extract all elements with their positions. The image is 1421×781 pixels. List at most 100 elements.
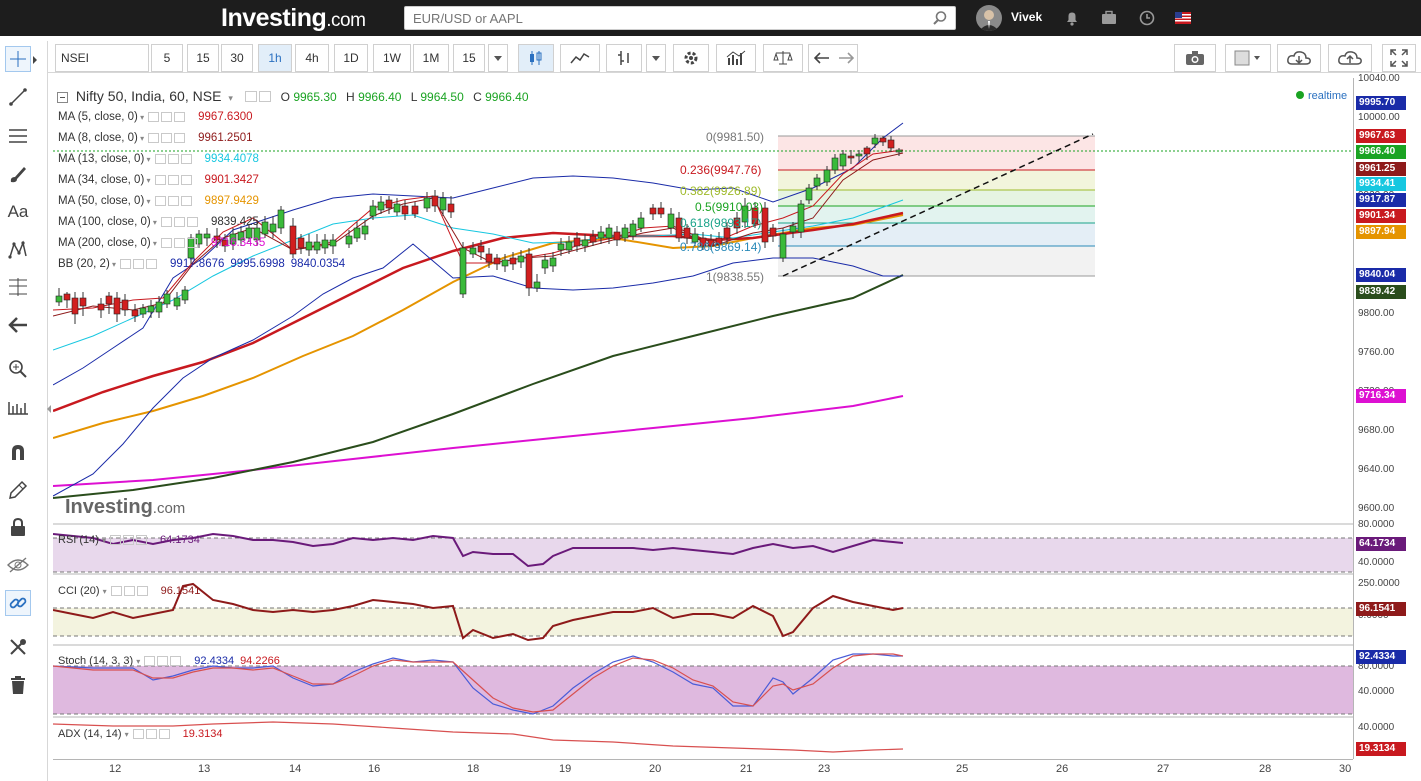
study-name: MA (34, close, 0) — [58, 174, 145, 186]
interval-button-30[interactable]: 30 — [221, 44, 253, 72]
price-chart[interactable] — [53, 78, 1353, 759]
clock-icon[interactable] — [1138, 9, 1156, 27]
study-dropdown-icon[interactable]: ▾ — [137, 113, 145, 122]
fib-level-label: 0.5(9910.03) — [695, 200, 764, 214]
study-buttons[interactable] — [160, 216, 205, 227]
collapse-legend-icon[interactable] — [57, 91, 68, 103]
redo-button[interactable] — [834, 44, 858, 72]
study-buttons[interactable] — [160, 237, 205, 248]
indicators-button[interactable] — [716, 44, 756, 72]
study-legend-bb[interactable]: BB (20, 2) ▾ 9917.8676 9995.6998 9840.0354 — [58, 258, 346, 270]
price-axis[interactable]: 10040.0010000.009960.009920.009880.00984… — [1353, 73, 1408, 759]
candle — [761, 202, 769, 248]
settings-button[interactable] — [673, 44, 709, 72]
candle — [313, 234, 321, 254]
interval-button-1h[interactable]: 1h — [258, 44, 292, 72]
study-buttons[interactable] — [154, 174, 199, 185]
trash-icon — [11, 676, 25, 694]
chart-type-dropdown[interactable] — [646, 44, 666, 72]
legend-buttons[interactable] — [244, 89, 271, 105]
sync-drawings-tool[interactable] — [5, 590, 31, 616]
avatar[interactable] — [976, 5, 1002, 31]
zoom-tool[interactable] — [5, 356, 31, 382]
candle — [847, 150, 855, 164]
study-dropdown-icon[interactable]: ▾ — [144, 176, 151, 185]
remove-drawings-tool[interactable] — [5, 672, 31, 698]
study-dropdown-icon[interactable]: ▾ — [150, 239, 157, 248]
study-dropdown-icon[interactable]: ▾ — [144, 197, 151, 206]
search-box[interactable] — [404, 6, 956, 30]
crosshair-tool[interactable] — [5, 46, 31, 72]
study-legend-ma[interactable]: MA (200, close, 0) ▾ 9716.3435 — [58, 237, 265, 249]
collapse-arrow[interactable] — [47, 405, 51, 413]
tool-expand-arrow[interactable] — [33, 56, 37, 64]
fullscreen-button[interactable] — [1382, 44, 1416, 72]
trendline-tool[interactable] — [5, 84, 31, 110]
fib-tool[interactable] — [5, 274, 31, 300]
instrument-dropdown-icon[interactable]: ▾ — [228, 93, 233, 103]
interval-button-1w[interactable]: 1W — [373, 44, 411, 72]
undo-button[interactable] — [808, 44, 834, 72]
stay-in-draw-tool[interactable] — [5, 477, 31, 503]
cloud-save-button[interactable] — [1328, 44, 1372, 72]
study-dropdown-icon[interactable]: ▾ — [144, 155, 151, 164]
interval-button-1d[interactable]: 1D — [334, 44, 368, 72]
bar-chart-button[interactable] — [606, 44, 642, 72]
study-buttons[interactable] — [148, 132, 192, 143]
study-legend-ma[interactable]: MA (50, close, 0) ▾ 9897.9429 — [58, 195, 259, 207]
stoch-name: Stoch (14, 3, 3) — [58, 655, 134, 667]
search-icon[interactable] — [932, 10, 948, 26]
study-name: MA (5, close, 0) — [58, 111, 138, 123]
hide-drawings-tool[interactable] — [5, 552, 31, 578]
study-buttons[interactable] — [154, 153, 199, 164]
candle — [377, 196, 385, 214]
cloud-load-button[interactable] — [1277, 44, 1321, 72]
screenshot-button[interactable] — [1174, 44, 1216, 72]
line-chart-button[interactable] — [560, 44, 600, 72]
username[interactable]: Vivek — [1011, 10, 1043, 24]
interval-button-15[interactable]: 15 — [187, 44, 219, 72]
search-input[interactable] — [405, 7, 915, 29]
horizontal-lines-tool[interactable] — [5, 123, 31, 149]
study-legend-ma[interactable]: MA (13, close, 0) ▾ 9934.4078 — [58, 153, 259, 165]
interval-button-5[interactable]: 5 — [151, 44, 183, 72]
interval-button-4h[interactable]: 4h — [295, 44, 329, 72]
time-tick: 19 — [559, 763, 572, 775]
measure-tool[interactable] — [5, 394, 31, 420]
study-legend-ma[interactable]: MA (100, close, 0) ▾ 9839.425 — [58, 216, 259, 228]
us-flag-icon[interactable] — [1175, 12, 1191, 24]
study-dropdown-icon[interactable]: ▾ — [150, 218, 157, 227]
compare-button[interactable] — [763, 44, 803, 72]
high-value: 9966.40 — [358, 90, 402, 104]
pattern-tool[interactable] — [5, 237, 31, 263]
portfolio-icon[interactable] — [1100, 9, 1118, 27]
layout-button[interactable] — [1225, 44, 1271, 72]
lock-tool[interactable] — [5, 514, 31, 540]
study-buttons[interactable] — [154, 195, 199, 206]
study-dropdown-icon[interactable]: ▾ — [137, 134, 145, 143]
interval-button-15[interactable]: 15 — [453, 44, 485, 72]
text-tool[interactable]: Aa — [5, 199, 31, 225]
study-name: BB (20, 2) — [58, 258, 110, 270]
interval-button-1m[interactable]: 1M — [413, 44, 449, 72]
candle — [203, 228, 211, 246]
candle-body — [501, 259, 509, 267]
candle-body — [261, 221, 269, 235]
candles-button[interactable] — [518, 44, 554, 72]
back-arrow-tool[interactable] — [5, 312, 31, 338]
drawing-tools-toggle[interactable] — [5, 634, 31, 660]
interval-dropdown[interactable] — [488, 44, 508, 72]
study-legend-ma[interactable]: MA (34, close, 0) ▾ 9901.3427 — [58, 174, 259, 186]
symbol-input[interactable]: NSEI — [55, 44, 149, 72]
brush-tool[interactable] — [5, 161, 31, 187]
candle — [411, 202, 419, 218]
study-buttons[interactable] — [148, 111, 192, 122]
candle-body — [181, 289, 189, 301]
study-legend-ma[interactable]: MA (5, close, 0) ▾ 9967.6300 — [58, 111, 253, 123]
bell-icon[interactable] — [1063, 9, 1081, 27]
price-tick: 9600.00 — [1358, 503, 1395, 514]
time-axis[interactable]: 12 13 14 16 18 19 20 21 23 25 26 27 28 30 — [53, 759, 1353, 781]
magnet-tool[interactable] — [5, 439, 31, 465]
study-legend-ma[interactable]: MA (8, close, 0) ▾ 9961.2501 — [58, 132, 253, 144]
investing-logo[interactable]: Investing.com — [221, 4, 366, 32]
